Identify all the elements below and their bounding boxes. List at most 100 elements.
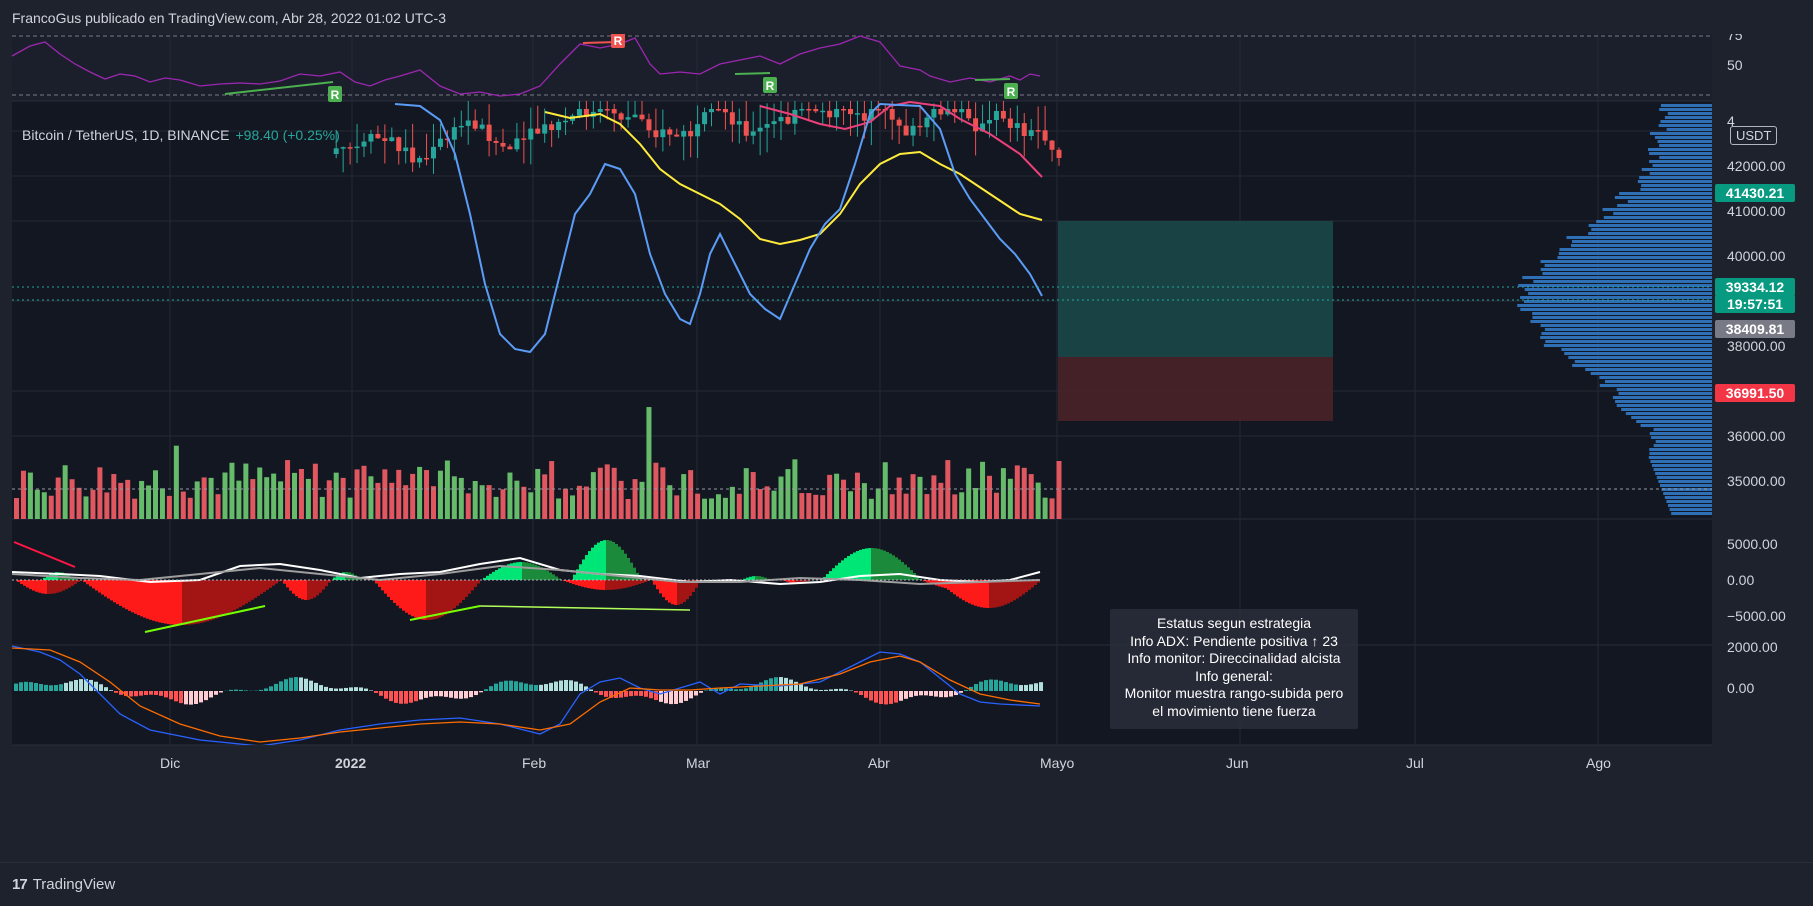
price-pane[interactable] [12,101,1712,519]
candle-body[interactable] [542,124,547,133]
candle-body[interactable] [765,124,770,128]
candle-body[interactable] [452,127,457,140]
candle-body[interactable] [563,121,568,123]
candle-body[interactable] [709,109,714,112]
candle-body[interactable] [827,111,832,118]
candle-body[interactable] [431,147,436,159]
candle-body[interactable] [931,109,936,118]
candle-body[interactable] [737,121,742,124]
rsi-marker-4[interactable]: R [1004,83,1018,99]
candle-body[interactable] [507,147,512,150]
candle-body[interactable] [528,129,533,140]
candle-body[interactable] [1050,141,1055,150]
candle-body[interactable] [633,115,638,118]
candle-body[interactable] [646,119,651,130]
candle-body[interactable] [744,121,749,136]
candle-body[interactable] [438,139,443,147]
candle-body[interactable] [521,138,526,140]
candle-body[interactable] [375,134,380,138]
candle-body[interactable] [549,124,554,130]
candle-body[interactable] [501,143,506,147]
candle-body[interactable] [334,148,339,154]
candle-body[interactable] [494,141,499,143]
candle-body[interactable] [514,138,519,149]
candle-body[interactable] [403,148,408,152]
candle-body[interactable] [487,125,492,141]
candle-body[interactable] [688,131,693,136]
candle-body[interactable] [480,125,485,129]
candle-body[interactable] [911,126,916,136]
candle-body[interactable] [855,113,860,115]
candle-body[interactable] [723,109,728,112]
candle-body[interactable] [466,120,471,125]
candle-body[interactable] [681,131,686,137]
candle-body[interactable] [396,137,401,151]
candle-body[interactable] [952,109,957,112]
candle-body[interactable] [730,112,735,124]
candle-body[interactable] [424,158,429,160]
candle-body[interactable] [924,118,929,128]
candle-body[interactable] [1029,130,1034,136]
candle-body[interactable] [362,142,367,147]
candle-body[interactable] [695,124,700,136]
candle-body[interactable] [862,113,867,120]
candle-body[interactable] [535,129,540,134]
candle-body[interactable] [1022,123,1027,136]
candle-body[interactable] [876,109,881,111]
candle-body[interactable] [389,137,394,141]
candle-body[interactable] [918,126,923,128]
candle-body[interactable] [758,128,763,132]
candle-body[interactable] [473,120,478,128]
candle-body[interactable] [966,109,971,118]
candle-body[interactable] [848,109,853,114]
candle-body[interactable] [779,117,784,121]
candle-body[interactable] [994,111,999,120]
candle-body[interactable] [577,109,582,116]
candle-body[interactable] [660,129,665,137]
candle-body[interactable] [938,109,943,114]
candle-body[interactable] [799,109,804,111]
candle-body[interactable] [806,109,811,111]
candle-body[interactable] [653,130,658,137]
chart-stage[interactable]: 75 50 4 42000.00 41000.00 40000.00 38000… [0,34,1813,862]
candle-body[interactable] [417,158,422,162]
target-zone[interactable] [1058,221,1333,357]
candle-body[interactable] [368,134,373,142]
rsi-marker-3[interactable]: R [763,77,777,93]
stop-zone[interactable] [1058,357,1333,421]
candle-body[interactable] [459,126,464,128]
candle-body[interactable] [341,147,346,149]
candle-body[interactable] [348,147,353,149]
currency-badge[interactable]: USDT [1730,126,1777,145]
candle-body[interactable] [1008,119,1013,128]
candle-body[interactable] [355,147,360,149]
candle-body[interactable] [772,121,777,124]
rsi-pane[interactable] [12,34,1712,101]
candle-body[interactable] [1015,123,1020,128]
candle-body[interactable] [785,117,790,124]
candle-body[interactable] [1001,111,1006,119]
candle-body[interactable] [1057,150,1062,158]
candle-body[interactable] [667,129,672,134]
rsi-marker-1[interactable]: R [328,86,342,102]
candle-body[interactable] [556,122,561,130]
candle-body[interactable] [716,109,721,111]
tradingview-brand[interactable]: 17 TradingView [12,876,115,893]
candle-body[interactable] [612,109,617,113]
candle-body[interactable] [605,109,610,111]
chart-canvas[interactable]: 75 50 4 42000.00 41000.00 40000.00 38000… [0,34,1813,862]
candle-body[interactable] [841,109,846,111]
rsi-marker-2[interactable]: R [611,34,625,48]
candle-body[interactable] [598,109,603,112]
candle-body[interactable] [820,111,825,113]
candle-body[interactable] [813,109,818,111]
candle-body[interactable] [702,112,707,124]
candle-body[interactable] [619,113,624,119]
candle-body[interactable] [751,132,756,136]
candle-body[interactable] [640,115,645,120]
candle-body[interactable] [1043,130,1048,140]
candle-body[interactable] [834,109,839,117]
candle-body[interactable] [410,148,415,163]
candle-body[interactable] [382,138,387,141]
candle-body[interactable] [904,126,909,136]
